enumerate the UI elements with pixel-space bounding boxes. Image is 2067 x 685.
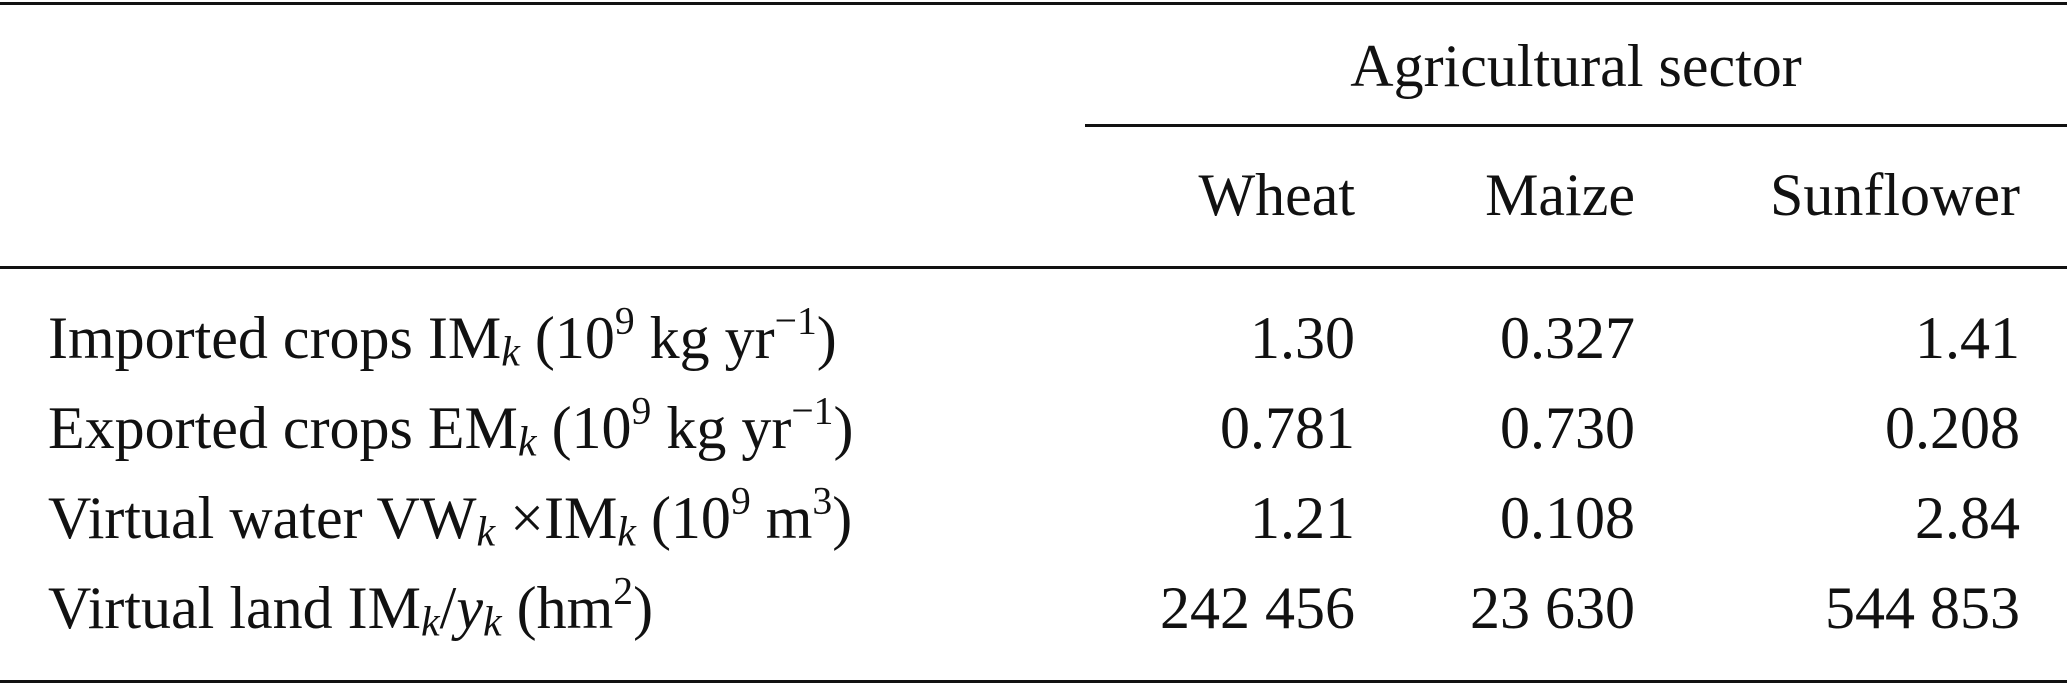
column-header-maize: Maize bbox=[1485, 162, 1635, 228]
cell-virtual-water-wheat: 1.21 bbox=[1250, 485, 1355, 551]
cell-exported-maize: 0.730 bbox=[1500, 395, 1635, 461]
cell-imported-maize: 0.327 bbox=[1500, 305, 1635, 371]
bottom-rule bbox=[0, 680, 2067, 683]
row-label-virtual-water: Virtual water VWk ×IMk (109 m3) bbox=[48, 478, 853, 556]
cell-exported-wheat: 0.781 bbox=[1220, 395, 1355, 461]
row-label-imported-crops: Imported crops IMk (109 kg yr−1) bbox=[48, 298, 837, 376]
cell-virtual-water-sunflower: 2.84 bbox=[1915, 485, 2020, 551]
group-header: Agricultural sector bbox=[1350, 33, 1802, 99]
cell-virtual-land-wheat: 242 456 bbox=[1160, 575, 1355, 641]
cell-virtual-land-maize: 23 630 bbox=[1470, 575, 1635, 641]
cell-imported-wheat: 1.30 bbox=[1250, 305, 1355, 371]
row-label-exported-crops: Exported crops EMk (109 kg yr−1) bbox=[48, 388, 854, 466]
cell-exported-sunflower: 0.208 bbox=[1885, 395, 2020, 461]
group-underline bbox=[1085, 124, 2067, 127]
cell-virtual-water-maize: 0.108 bbox=[1500, 485, 1635, 551]
header-rule bbox=[0, 266, 2067, 269]
cell-imported-sunflower: 1.41 bbox=[1915, 305, 2020, 371]
cell-virtual-land-sunflower: 544 853 bbox=[1825, 575, 2020, 641]
column-header-sunflower: Sunflower bbox=[1770, 162, 2020, 228]
row-label-virtual-land: Virtual land IMk/yk (hm2) bbox=[48, 568, 654, 646]
column-header-wheat: Wheat bbox=[1198, 162, 1355, 228]
top-rule bbox=[0, 2, 2067, 5]
